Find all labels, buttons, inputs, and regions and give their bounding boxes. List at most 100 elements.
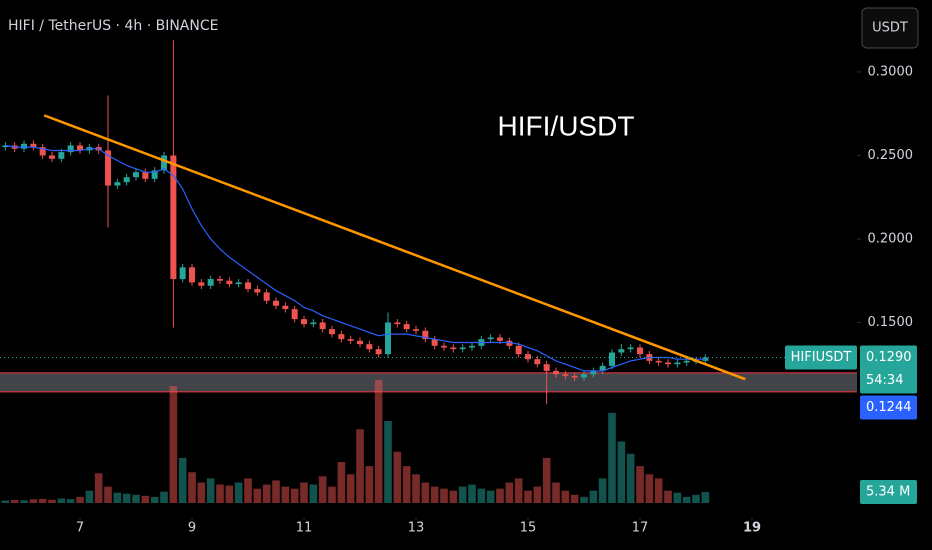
volume-bar <box>440 488 448 503</box>
volume-bar <box>300 482 308 503</box>
volume-bar <box>552 482 560 503</box>
candle-body <box>347 339 354 341</box>
candle-body <box>301 319 308 325</box>
moving-average <box>5 144 706 372</box>
candle-body <box>534 359 541 365</box>
candle-body <box>637 347 644 355</box>
x-tick-label: 9 <box>188 521 196 536</box>
candle-body <box>413 329 420 331</box>
volume-bar <box>188 472 196 503</box>
volume-bar <box>216 484 224 503</box>
x-tick-label: 13 <box>408 521 425 536</box>
trendline <box>43 114 746 381</box>
volume-bar <box>197 482 206 503</box>
candle-body <box>2 145 9 148</box>
volume-bar <box>636 466 644 503</box>
candle-body <box>627 347 634 350</box>
volume-bar <box>673 492 682 503</box>
candle-body <box>58 152 65 159</box>
candle-body <box>665 362 672 365</box>
volume-bar <box>29 499 38 503</box>
volume-bar <box>542 457 551 503</box>
candle-body <box>133 172 140 178</box>
volume-bar <box>692 494 700 503</box>
candle-body <box>338 334 345 340</box>
candle-body <box>487 337 494 340</box>
volume-bar <box>374 380 383 503</box>
candle-body <box>319 322 326 330</box>
volume-bar <box>654 478 663 503</box>
volume-bar <box>225 485 234 503</box>
volume-bar <box>626 453 635 503</box>
volume-bar <box>384 421 392 503</box>
candle-body <box>151 170 158 179</box>
volume-bar <box>496 488 504 503</box>
volume-bar <box>290 488 299 503</box>
volume-bar <box>85 490 94 503</box>
candle-body <box>375 349 382 355</box>
volume-bar <box>253 488 262 503</box>
candle-body <box>683 360 690 363</box>
last-price-label: 0.1290 <box>866 350 912 365</box>
price-marker-label: 0.1244 <box>866 400 912 415</box>
volume-bar <box>645 474 654 503</box>
candle-body <box>469 345 476 348</box>
candle-body <box>450 347 457 350</box>
volume-bar <box>94 473 103 503</box>
candle-body <box>618 349 625 353</box>
volume-bar <box>318 476 327 503</box>
volume-bar <box>328 486 336 503</box>
volume-bar <box>160 491 168 503</box>
volume-bar <box>66 499 75 503</box>
volume-bar <box>580 496 588 503</box>
candle-body <box>77 145 84 151</box>
volume-bar <box>682 496 691 503</box>
currency-button[interactable] <box>861 7 919 49</box>
candle-body <box>441 345 448 348</box>
volume-bar <box>533 486 542 503</box>
candle-body <box>506 340 513 346</box>
volume-bar <box>402 466 411 503</box>
currency-label: USDT <box>872 21 908 36</box>
volume-bar <box>178 457 187 503</box>
volume-bar <box>234 482 243 503</box>
candle-body <box>282 305 289 310</box>
candle-body <box>525 354 532 360</box>
volume-bar <box>458 486 467 503</box>
volume-bar <box>141 495 150 503</box>
candle-body <box>422 330 429 340</box>
x-tick-label: 17 <box>632 521 649 536</box>
candle-body <box>123 177 130 183</box>
volume-bar <box>272 480 280 503</box>
candle-body <box>609 352 616 366</box>
y-tick-label: 0.2000 <box>868 231 914 246</box>
annotation: HIFI/USDT <box>498 110 635 141</box>
volume-bar <box>10 499 19 503</box>
candle-body <box>189 267 196 283</box>
volume-bar <box>421 482 430 503</box>
volume-bar <box>346 474 355 503</box>
candle-body <box>394 322 401 325</box>
candle-body <box>291 309 298 320</box>
candle-body <box>114 182 121 186</box>
label-layer: 0.3000 0.2500 0.2000 0.1500 7 9 11 13 15 17 19 HIFI… <box>76 64 917 536</box>
candle-body <box>655 360 662 363</box>
volume-bar <box>505 482 514 503</box>
volume-bar <box>608 412 616 503</box>
candle-body <box>254 289 261 293</box>
volume-bar <box>524 490 532 503</box>
volume-bar <box>262 484 271 503</box>
candle-body <box>515 345 522 355</box>
candle-body <box>198 282 205 286</box>
candle-body <box>217 279 224 281</box>
volume-bar <box>1 500 10 503</box>
y-tick-label: 0.1500 <box>868 315 914 330</box>
candle-body <box>263 292 270 301</box>
volume-bar <box>664 490 672 503</box>
zone-layer <box>0 372 857 393</box>
candle-body <box>329 329 336 335</box>
volume-bar <box>561 490 570 503</box>
volume-box <box>860 480 917 505</box>
volume-bar <box>281 486 290 503</box>
